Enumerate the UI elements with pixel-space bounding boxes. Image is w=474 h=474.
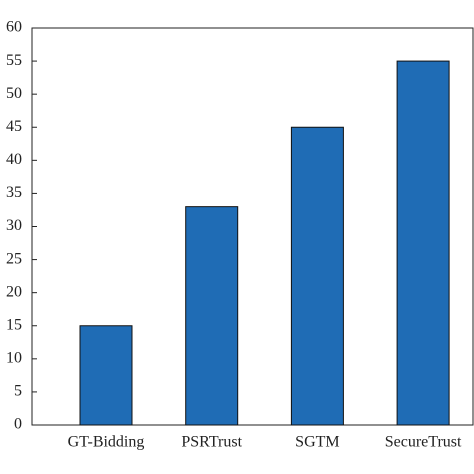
x-tick-label: SGTM [295,434,339,451]
y-tick-label: 45 [6,118,22,135]
y-tick-label: 5 [14,383,22,400]
y-tick-label: 35 [6,184,22,201]
y-tick-label: 30 [6,217,22,234]
y-tick-label: 60 [6,19,22,36]
y-tick-label: 25 [6,250,22,267]
y-tick-label: 15 [6,316,22,333]
y-tick-label: 40 [6,151,22,168]
bar [396,60,450,426]
x-tick-label: SecureTrust [385,434,462,451]
x-tick-label: PSRTrust [181,434,242,451]
y-tick-label: 0 [14,416,22,433]
bar [185,206,239,426]
y-tick-label: 55 [6,52,22,69]
y-tick-label: 50 [6,85,22,102]
bar [79,325,133,426]
bar [290,126,344,426]
x-tick-label: GT-Bidding [68,434,145,451]
y-tick-label: 20 [6,283,22,300]
y-tick-label: 10 [6,350,22,367]
